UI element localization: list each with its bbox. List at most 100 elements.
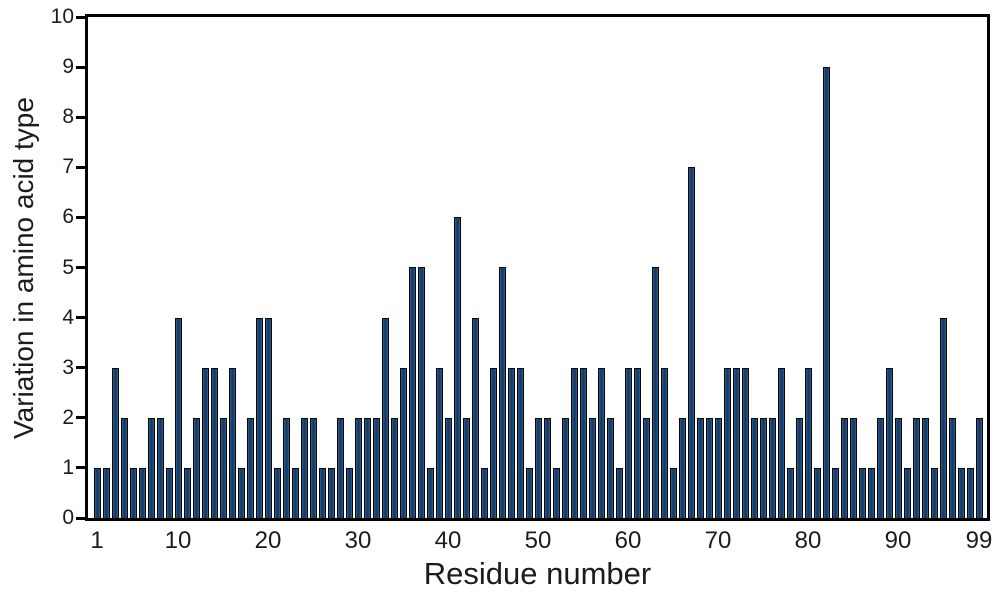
bar-residue-73	[741, 368, 749, 518]
bar-residue-34	[390, 418, 398, 518]
bar-residue-89	[885, 368, 893, 518]
y-tick-mark-0	[76, 516, 85, 520]
bar-residue-31	[363, 418, 371, 518]
x-tick-label-40: 40	[434, 527, 462, 554]
bar-residue-87	[867, 468, 875, 518]
bar-residue-51	[543, 418, 551, 518]
bar-residue-82	[822, 67, 830, 518]
bar-residue-25	[309, 418, 317, 518]
y-tick-label-5: 5	[62, 255, 74, 279]
bar-residue-57	[597, 368, 605, 518]
bar-residue-88	[876, 418, 884, 518]
bar-residue-11	[183, 468, 191, 518]
bar-residue-84	[840, 418, 848, 518]
bar-residue-58	[606, 418, 614, 518]
bar-residue-7	[147, 418, 155, 518]
y-tick-label-10: 10	[50, 5, 74, 28]
bar-residue-79	[795, 418, 803, 518]
bar-residue-28	[336, 418, 344, 518]
bar-residue-36	[408, 267, 416, 518]
bar-residue-83	[831, 468, 839, 518]
bar-residue-35	[399, 368, 407, 518]
y-tick-label-8: 8	[62, 105, 74, 129]
y-tick-label-2: 2	[62, 405, 74, 429]
bar-residue-26	[318, 468, 326, 518]
bar-residue-90	[894, 418, 902, 518]
y-tick-label-0: 0	[62, 506, 74, 529]
y-tick-mark-7	[76, 165, 85, 169]
bar-residue-52	[552, 468, 560, 518]
bar-residue-56	[588, 418, 596, 518]
bar-residue-91	[903, 468, 911, 518]
bar-residue-9	[165, 468, 173, 518]
bar-residue-4	[120, 418, 128, 518]
bar-residue-17	[237, 468, 245, 518]
bar-residue-19	[255, 318, 263, 518]
x-tick-label-80: 80	[794, 527, 822, 554]
bars-group	[88, 17, 987, 518]
bar-residue-33	[381, 318, 389, 518]
x-tick-label-1: 1	[90, 527, 104, 554]
bar-residue-92	[912, 418, 920, 518]
bar-residue-24	[300, 418, 308, 518]
bar-residue-21	[273, 468, 281, 518]
bar-residue-30	[354, 418, 362, 518]
y-tick-mark-8	[76, 115, 85, 119]
x-tick-label-99: 99	[965, 527, 993, 554]
bar-residue-61	[633, 368, 641, 518]
bar-residue-10	[174, 318, 182, 518]
bar-residue-59	[615, 468, 623, 518]
x-tick-label-10: 10	[164, 527, 192, 554]
bar-residue-85	[849, 418, 857, 518]
bar-residue-39	[435, 368, 443, 518]
bar-residue-97	[957, 468, 965, 518]
bar-residue-63	[651, 267, 659, 518]
x-axis-title: Residue number	[423, 556, 652, 591]
bar-residue-41	[453, 217, 461, 518]
bar-residue-95	[939, 318, 947, 518]
bar-residue-15	[219, 418, 227, 518]
bar-residue-64	[660, 368, 668, 518]
bar-residue-13	[201, 368, 209, 518]
bar-residue-2	[102, 468, 110, 518]
bar-residue-43	[471, 318, 479, 518]
bar-residue-94	[930, 468, 938, 518]
y-tick-mark-6	[76, 215, 85, 219]
x-tick-label-30: 30	[344, 527, 372, 554]
bar-residue-29	[345, 468, 353, 518]
bar-residue-37	[417, 267, 425, 518]
bar-residue-42	[462, 418, 470, 518]
bar-residue-16	[228, 368, 236, 518]
bar-residue-71	[723, 368, 731, 518]
bar-residue-32	[372, 418, 380, 518]
bar-residue-6	[138, 468, 146, 518]
bar-residue-54	[570, 368, 578, 518]
bar-residue-14	[210, 368, 218, 518]
bar-residue-65	[669, 468, 677, 518]
bar-residue-5	[129, 468, 137, 518]
y-tick-label-3: 3	[62, 355, 74, 379]
bar-residue-76	[768, 418, 776, 518]
y-tick-label-1: 1	[62, 455, 74, 479]
bar-residue-96	[948, 418, 956, 518]
y-tick-label-7: 7	[62, 155, 74, 179]
bar-residue-74	[750, 418, 758, 518]
y-tick-label-9: 9	[62, 55, 74, 79]
bar-residue-23	[291, 468, 299, 518]
bar-residue-78	[786, 468, 794, 518]
x-tick-label-20: 20	[254, 527, 282, 554]
bar-residue-22	[282, 418, 290, 518]
bar-residue-27	[327, 468, 335, 518]
y-tick-mark-3	[76, 366, 85, 370]
y-tick-label-4: 4	[62, 305, 74, 329]
bar-residue-48	[516, 368, 524, 518]
bar-residue-69	[705, 418, 713, 518]
bar-residue-67	[687, 167, 695, 518]
y-tick-mark-5	[76, 266, 85, 269]
x-tick-label-70: 70	[704, 527, 732, 554]
y-tick-mark-10	[76, 15, 85, 19]
y-tick-mark-9	[76, 65, 85, 69]
bar-residue-12	[192, 418, 200, 518]
bar-residue-86	[858, 468, 866, 518]
bar-residue-45	[489, 368, 497, 518]
